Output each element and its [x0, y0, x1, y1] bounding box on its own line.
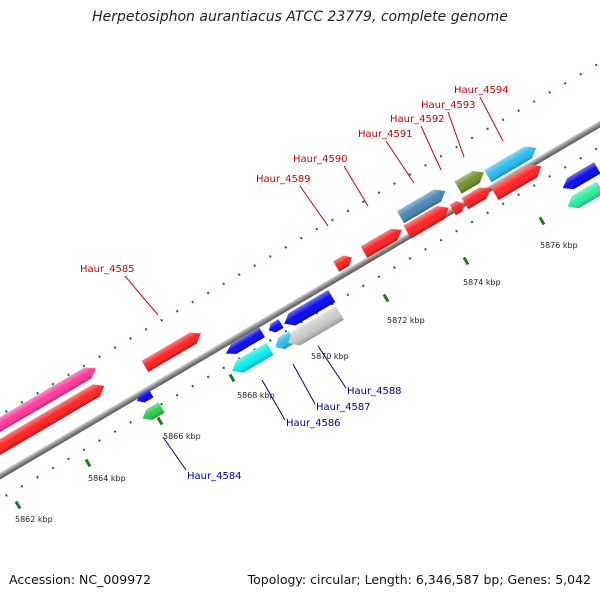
gene-arrow-shade	[284, 290, 336, 326]
gene-arrow[interactable]	[0, 380, 108, 461]
gene-arrow-shade	[484, 146, 537, 183]
gene-label[interactable]: Haur_4588	[347, 386, 402, 397]
label-leader-line	[447, 111, 465, 158]
ruler-tick-mark	[156, 416, 164, 426]
gene-arrow[interactable]	[281, 290, 336, 330]
gene-arrow[interactable]	[360, 224, 406, 258]
gene-arrow-shade	[490, 164, 542, 201]
gene-arrow-shade	[141, 332, 202, 373]
gene-label[interactable]: Haur_4584	[187, 471, 242, 482]
ruler-tick-mark	[84, 458, 92, 468]
ruler-tick-label: 5866 kbp	[163, 432, 201, 441]
gene-labels: Haur_4584 Haur_4585 Haur_4586 Haur_4587 Haur…	[80, 85, 509, 482]
label-leader-line	[385, 140, 415, 184]
label-leader-line	[299, 185, 329, 227]
gene-arrow-shade	[0, 384, 105, 461]
gene-arrow-shade	[232, 342, 274, 373]
gene-label[interactable]: Haur_4590	[293, 154, 348, 165]
accession-label: Accession: NC_009972	[9, 572, 152, 587]
gene-arrow[interactable]	[397, 185, 449, 224]
ruler-tick-label: 5876 kbp	[540, 241, 578, 250]
gene-arrow[interactable]	[0, 363, 99, 438]
ruler-tick-label: 5862 kbp	[15, 515, 53, 524]
label-leader-lines	[124, 96, 504, 471]
gene-arrow[interactable]	[333, 252, 355, 272]
gene-arrow[interactable]	[284, 305, 344, 350]
gene-arrow[interactable]	[141, 328, 205, 373]
gene-arrow[interactable]	[403, 201, 453, 239]
gene-arrow-shade	[333, 255, 352, 272]
map-title: Herpetosiphon aurantiacus ATCC 23779, co…	[92, 9, 508, 25]
gene-arrow[interactable]	[223, 327, 265, 359]
dotted-track-lines	[0, 61, 600, 501]
gene-arrow[interactable]	[461, 183, 494, 210]
label-leader-line	[261, 379, 286, 421]
gene-arrow-shade	[360, 228, 402, 258]
ruler-tick-label: 5872 kbp	[387, 316, 425, 325]
label-leader-line	[420, 125, 442, 171]
gene-arrow[interactable]	[454, 166, 488, 194]
ruler-ticks: 5862 kbp 5864 kbp 5866 kbp 5868 kbp 5870 kbp…	[14, 216, 578, 524]
gene-arrow[interactable]	[490, 160, 545, 201]
gene-arrow[interactable]	[266, 319, 284, 335]
gene-arrow-shade	[225, 327, 265, 354]
topology-label: Topology: circular; Length: 6,346,587 bp…	[247, 572, 591, 587]
ruler-tick-mark	[382, 293, 390, 303]
gene-arrow-shade	[403, 205, 449, 239]
ruler-tick-mark	[14, 500, 22, 510]
label-leader-line	[343, 165, 369, 207]
gene-arrow-shade	[268, 319, 284, 333]
dotted-track-line	[0, 61, 600, 417]
ruler-tick-label: 5874 kbp	[463, 278, 501, 287]
gene-arrow-shade	[288, 305, 344, 346]
gene-label[interactable]: Haur_4586	[286, 418, 341, 429]
label-leader-line	[124, 275, 159, 316]
gene-arrow[interactable]	[449, 199, 466, 216]
gene-arrow-shade	[567, 181, 600, 209]
gene-label[interactable]: Haur_4589	[256, 174, 311, 185]
gene-label[interactable]: Haur_4587	[316, 402, 371, 413]
ruler-tick-label: 5864 kbp	[88, 474, 126, 483]
ruler-tick-mark	[538, 216, 546, 226]
gene-arrow[interactable]	[135, 388, 154, 406]
gene-label[interactable]: Haur_4591	[358, 129, 413, 140]
gene-arrow-shade	[142, 402, 165, 420]
gene-label[interactable]: Haur_4585	[80, 264, 135, 275]
gene-arrow-shade	[137, 388, 154, 403]
gene-arrow[interactable]	[228, 342, 274, 377]
gene-label[interactable]: Haur_4593	[421, 100, 476, 111]
ruler-tick-label: 5868 kbp	[237, 391, 275, 400]
gene-arrow-shade	[461, 187, 491, 210]
label-leader-line	[317, 345, 347, 389]
ruler-tick-mark	[462, 256, 470, 266]
gene-arrow[interactable]	[139, 402, 165, 423]
dotted-track-line	[0, 145, 600, 501]
gene-arrow-shade	[454, 170, 484, 194]
gene-label[interactable]: Haur_4592	[390, 114, 445, 125]
gene-label[interactable]: Haur_4594	[454, 85, 509, 96]
gene-arrows	[0, 142, 600, 461]
gene-arrow[interactable]	[559, 162, 600, 193]
gene-arrow[interactable]	[564, 181, 600, 212]
label-leader-line	[292, 363, 316, 405]
gene-arrow-shade	[397, 189, 446, 224]
ruler-tick-label: 5870 kbp	[311, 352, 349, 361]
gene-arrow-shade	[0, 367, 96, 438]
gene-arrow-shade	[562, 162, 600, 190]
gene-arrow-shade	[449, 200, 464, 216]
label-leader-line	[162, 436, 187, 471]
label-leader-line	[479, 96, 504, 142]
ruler-tick-mark	[228, 373, 236, 383]
gene-arrow[interactable]	[484, 142, 539, 183]
